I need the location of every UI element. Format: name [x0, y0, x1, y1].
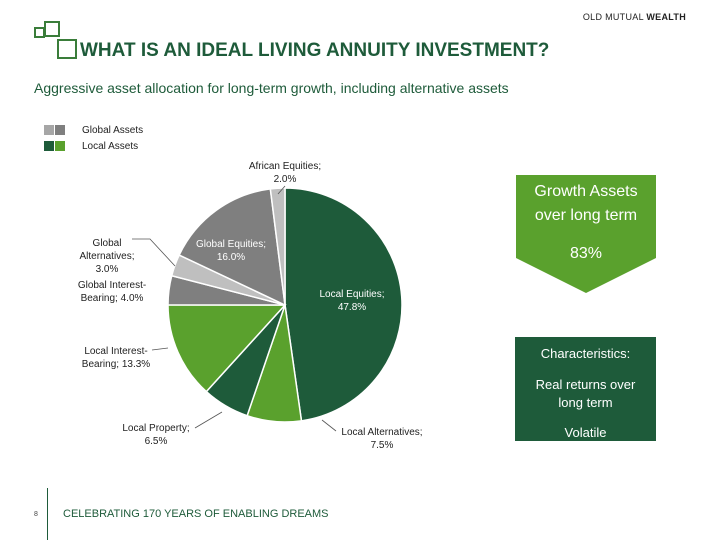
footer-tagline: CELEBRATING 170 YEARS OF ENABLING DREAMS: [63, 508, 329, 520]
leader-line-local-interest: [151, 347, 169, 351]
leader-line-african: [277, 185, 286, 195]
legend-label: Global Assets: [82, 124, 144, 136]
legend-swatch: [44, 141, 54, 151]
label-local-property: Local Property; 6.5%: [122, 423, 190, 447]
label-global-alternatives: Global Alternatives; 3.0%: [79, 238, 135, 275]
legend-swatch: [44, 125, 54, 135]
legend-swatch: [55, 141, 65, 151]
characteristics-heading: Characteristics:: [540, 346, 631, 361]
growth-percent: 83%: [569, 245, 603, 262]
legend-item-local: Local Assets: [44, 140, 138, 152]
growth-callout-text: Growth Assets over long term: [534, 183, 638, 224]
characteristics-box: [515, 337, 656, 441]
brand-name: OLD MUTUAL WEALTH: [582, 12, 686, 22]
pie-slice-global-equities: [178, 188, 286, 307]
pie-slice-local-equities: [284, 187, 403, 422]
characteristic-volatile: Volatile: [564, 425, 607, 440]
label-local-interest-bearing: Local Interest- Bearing; 13.3%: [81, 346, 151, 370]
footer-divider: [47, 488, 48, 540]
page-number: 8: [34, 511, 38, 518]
leader-line-global-alt: [132, 238, 176, 267]
legend-label: Local Assets: [82, 140, 139, 152]
label-local-alternatives: Local Alternatives; 7.5%: [341, 427, 423, 451]
label-global-equities: Global Equities; 16.0%: [195, 239, 267, 263]
label-african-equities: African Equities; 2.0%: [248, 161, 322, 185]
growth-callout-box: [516, 175, 656, 293]
label-local-equities: Local Equities; 47.8%: [319, 289, 385, 313]
pie-slice-local-interest-bearing: [167, 304, 287, 393]
leader-line-local-alternatives: [321, 419, 337, 432]
page-title: WHAT IS AN IDEAL LIVING ANNUITY INVESTME…: [80, 40, 550, 61]
characteristic-real-returns: Real returns over long term: [535, 377, 636, 410]
pie-slice-african-equities: [269, 187, 286, 306]
legend-item-global: Global Assets: [44, 124, 143, 136]
leader-line-local-property: [194, 411, 223, 429]
page-subtitle: Aggressive asset allocation for long-ter…: [34, 80, 509, 96]
label-global-interest-bearing: Global Interest- Bearing; 4.0%: [77, 280, 147, 304]
legend-swatch: [55, 125, 65, 135]
